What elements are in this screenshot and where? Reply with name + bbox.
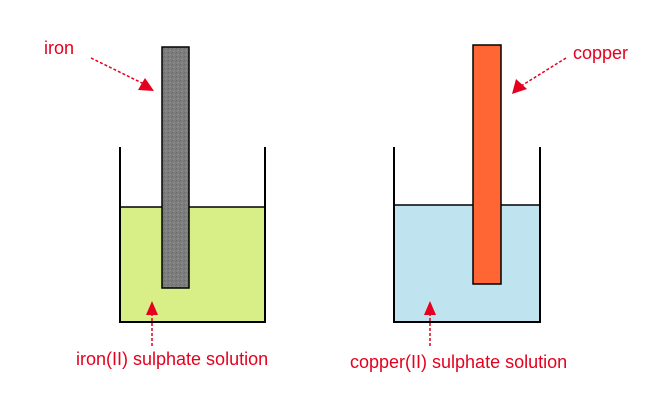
iron-solution-label: iron(II) sulphate solution [76, 349, 269, 369]
copper-beaker-outline [393, 147, 541, 323]
copper-arrow [512, 57, 567, 94]
iron-arrow [90, 57, 154, 91]
copper-solution-label: copper(II) sulphate solution [350, 352, 568, 372]
copper-label: copper [573, 43, 629, 63]
iron-solution-arrow [146, 301, 158, 346]
iron-rod [161, 46, 190, 289]
iron-label: iron [44, 38, 75, 58]
copper-sulphate-solution [394, 205, 540, 321]
iron-beaker-outline [119, 147, 266, 323]
copper-beaker [393, 44, 541, 323]
iron-beaker [119, 46, 266, 323]
copper-solution-arrow [424, 301, 436, 346]
iron-sulphate-solution [120, 207, 265, 321]
copper-rod [472, 44, 502, 285]
